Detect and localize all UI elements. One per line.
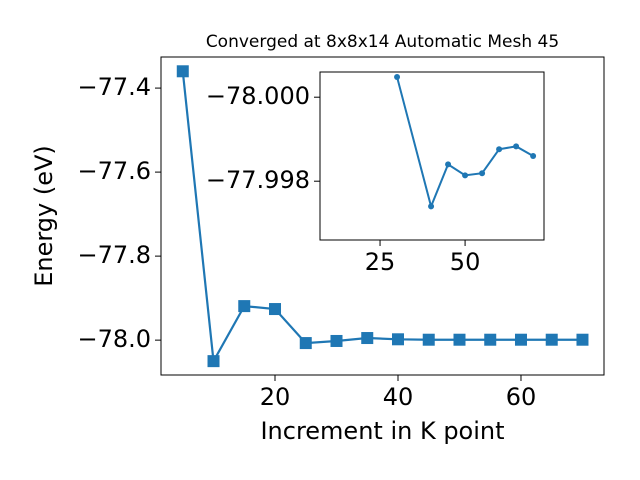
marker [391,333,404,346]
marker [514,333,527,346]
x-tick-label: 20 [260,383,291,411]
marker [453,333,466,346]
y-tick-label: −77.8 [77,241,151,269]
x-tick-label: 25 [365,248,396,276]
marker [269,303,282,316]
y-axis-label: Energy (eV) [30,145,58,287]
y-tick-label: −78.000 [206,82,310,110]
y-tick-label: −78.0 [77,325,151,353]
marker [484,333,497,346]
marker [513,143,520,150]
marker [207,355,220,368]
marker [428,203,435,210]
marker [394,74,401,81]
marker [479,170,486,177]
x-tick-label: 50 [450,248,481,276]
chart-title: Converged at 8x8x14 Automatic Mesh 45 [206,32,559,52]
x-axis-label: Increment in K point [260,417,504,445]
x-tick-label: 40 [383,383,414,411]
y-tick-label: −77.6 [77,157,151,185]
marker [176,65,189,78]
marker [422,333,435,346]
y-tick-label: −77.4 [77,73,151,101]
marker [576,333,589,346]
plot-area [319,71,545,241]
x-tick-label: 60 [506,383,537,411]
marker [545,333,558,346]
marker [530,153,537,159]
marker [238,300,251,313]
marker [330,334,343,347]
marker [445,161,452,168]
marker [496,146,503,153]
marker [299,337,312,350]
marker [462,172,469,179]
marker [361,332,374,345]
y-tick-label: −77.998 [206,166,310,194]
